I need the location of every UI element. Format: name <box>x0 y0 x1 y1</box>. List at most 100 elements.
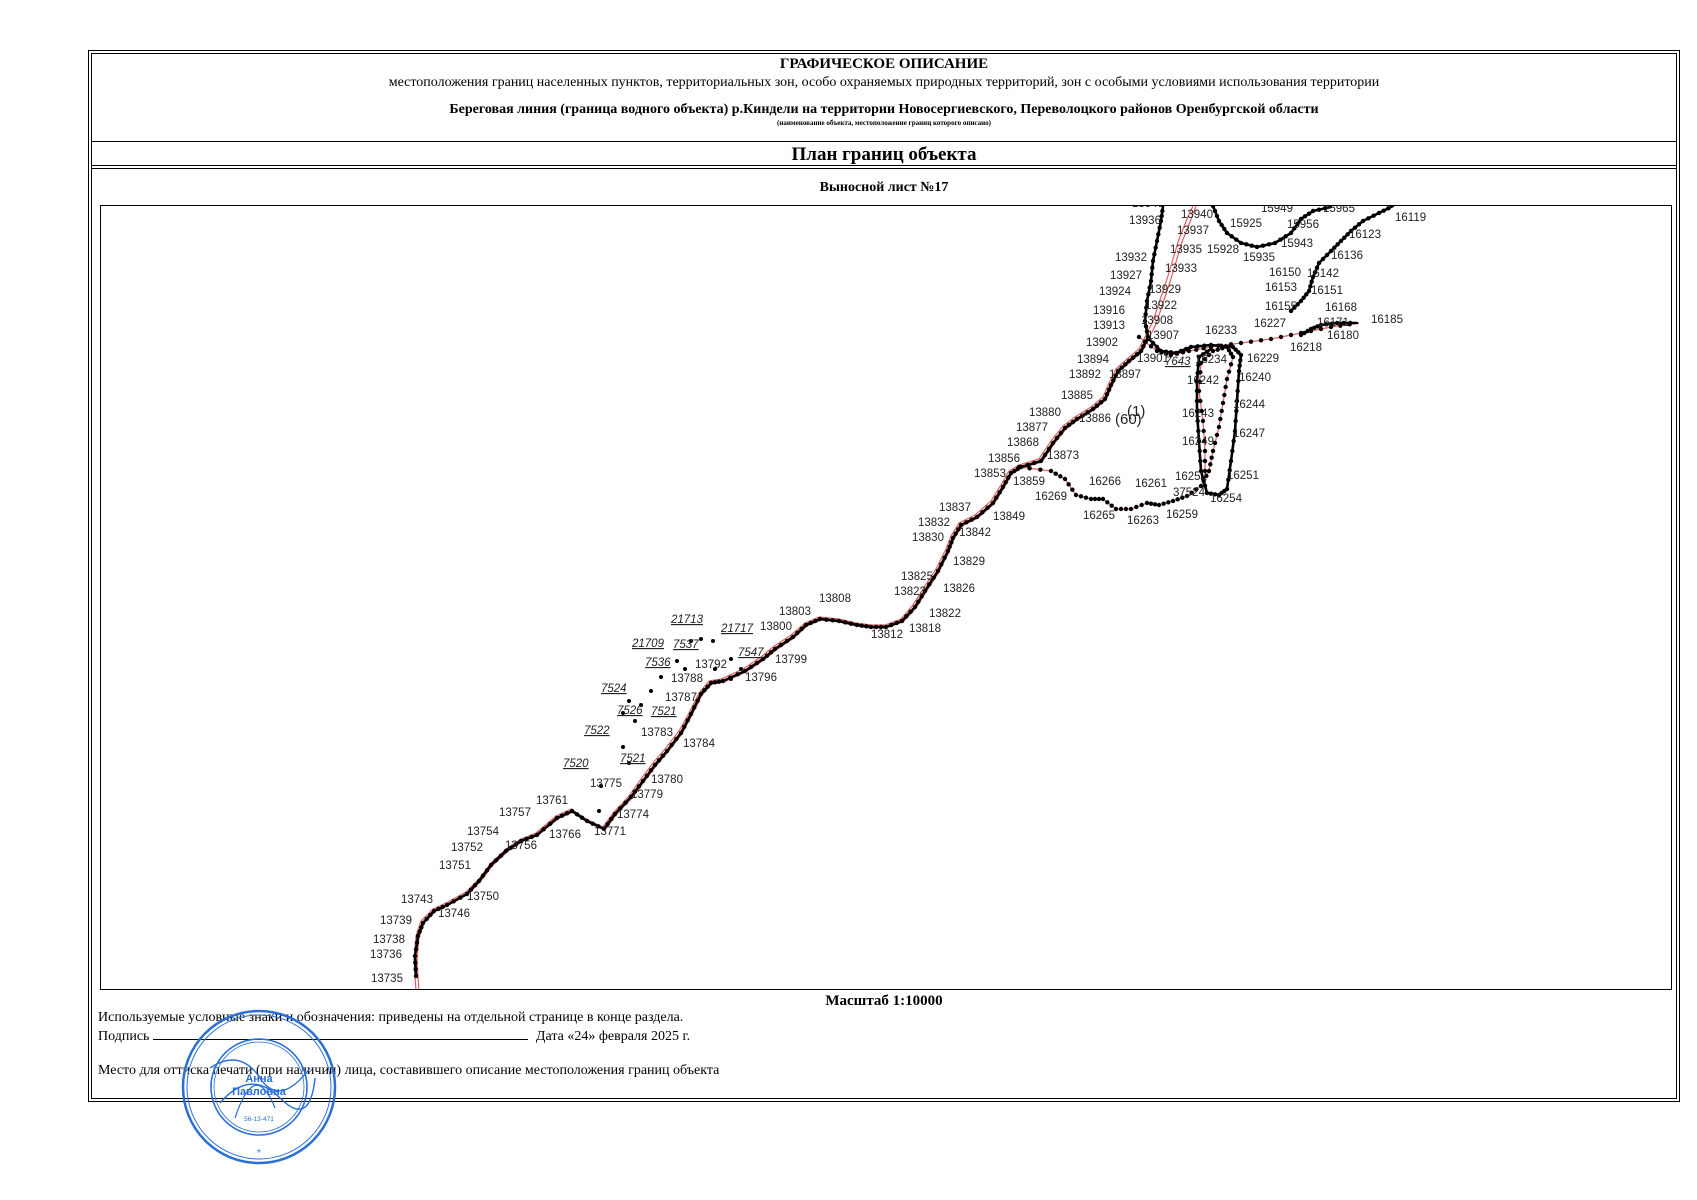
point-label-13803: 13803 <box>779 606 811 618</box>
vertex-dot <box>1328 324 1334 330</box>
plan-title-divider-bottom <box>91 168 1677 169</box>
vertex-dot <box>1298 298 1304 304</box>
parcel-dot <box>597 809 601 813</box>
point-label-16259: 16259 <box>1166 509 1198 521</box>
point-label-13771: 13771 <box>594 826 626 838</box>
vertex-dot <box>1200 476 1206 481</box>
vertex-dot <box>935 568 941 574</box>
vertex-dot <box>1142 318 1148 324</box>
point-label-16263: 16263 <box>1127 515 1159 527</box>
vertex-dot <box>1292 305 1297 310</box>
parcel-label-7520: 7520 <box>563 758 589 770</box>
vertex-dot <box>1175 497 1180 502</box>
vertex-dot <box>1298 332 1304 338</box>
vertex-dot <box>916 599 921 604</box>
vertex-dot <box>1000 484 1006 490</box>
vertex-dot <box>985 505 990 510</box>
vertex-dot <box>605 821 610 827</box>
parcel-dot <box>713 667 717 671</box>
vertex-dot <box>1209 455 1214 460</box>
vertex-dot <box>1123 506 1129 512</box>
parcel-dot <box>639 703 643 707</box>
vertex-dot <box>1074 416 1080 422</box>
vertex-dot <box>953 531 958 536</box>
vertex-dot <box>1168 350 1174 355</box>
point-label-16261: 16261 <box>1135 478 1167 490</box>
parcel-dot <box>689 639 693 643</box>
point-label-13929: 13929 <box>1149 284 1181 296</box>
round-seal-stamp: Анна Павловна 56-13-471 * <box>181 1009 337 1165</box>
vertex-dot <box>1102 396 1108 402</box>
vertex-dot <box>1050 440 1056 446</box>
vertex-dot <box>1208 491 1214 496</box>
vertex-dot <box>415 933 421 939</box>
vertex-dot <box>1216 218 1222 224</box>
point-label-13738: 13738 <box>373 934 405 946</box>
point-label-16180: 16180 <box>1327 330 1359 342</box>
vertex-dot <box>1147 285 1152 290</box>
point-label-13913: 13913 <box>1093 320 1125 332</box>
parcel-label-7524: 7524 <box>601 683 627 695</box>
plan-title-divider-top <box>91 165 1677 166</box>
vertex-dot <box>569 808 575 814</box>
vertex-dot <box>1200 352 1206 357</box>
point-label-15943: 15943 <box>1281 238 1313 250</box>
vertex-dot <box>764 653 770 658</box>
point-label-13754: 13754 <box>467 826 500 838</box>
vertex-dot <box>1216 492 1222 498</box>
vertex-dot <box>1301 295 1306 300</box>
point-label-16171: 16171 <box>1317 317 1349 329</box>
vertex-dot <box>1094 403 1100 408</box>
point-label-13757: 13757 <box>499 807 531 819</box>
point-label-13825: 13825 <box>901 571 933 583</box>
vertex-dot <box>1146 292 1151 297</box>
vertex-dot <box>1329 321 1334 326</box>
vertex-dot <box>1208 462 1213 467</box>
point-label-15925: 15925 <box>1230 218 1262 230</box>
point-label-16233: 16233 <box>1205 325 1237 337</box>
vertex-dot <box>1042 452 1048 458</box>
vertex-dot <box>636 784 642 789</box>
vertex-dot <box>1204 473 1209 479</box>
vertex-dot <box>1066 482 1071 487</box>
vertex-dot <box>1386 206 1391 211</box>
point-label-13800: 13800 <box>760 621 792 633</box>
point-label-37524: 37524 <box>1173 487 1206 499</box>
parcel-dot <box>621 745 625 749</box>
vertex-dot <box>1144 298 1150 304</box>
vertex-dot <box>612 811 618 817</box>
point-label-16218: 16218 <box>1290 342 1322 354</box>
contour-label-(1): (1) <box>1127 403 1145 420</box>
vertex-dot <box>1144 305 1149 310</box>
parcel-label-7537: 7537 <box>673 639 699 651</box>
map-area: 13948 13936 13940 13937 15949 15965 16119 16110… <box>100 205 1672 990</box>
vertex-dot <box>458 895 463 900</box>
point-label-16168: 16168 <box>1325 302 1357 314</box>
vertex-dot <box>1189 490 1194 495</box>
vertex-dot <box>1083 495 1089 500</box>
vertex-dot <box>1288 308 1294 314</box>
parcel-dot <box>633 719 637 723</box>
vertex-dot <box>1183 346 1189 352</box>
vertex-dot <box>417 929 422 934</box>
vertex-dot <box>1202 356 1208 362</box>
vertex-dot <box>864 624 869 629</box>
vertex-dot <box>424 916 429 922</box>
object-name-note: (наименование объекта, местоположение гр… <box>777 119 991 127</box>
vertex-dot <box>534 832 540 838</box>
vertex-dot <box>1233 418 1238 424</box>
point-label-13822: 13822 <box>929 608 961 620</box>
vertex-dot <box>705 684 710 689</box>
point-label-13812: 13812 <box>871 629 903 641</box>
vertex-dot <box>754 660 760 666</box>
vertex-dot <box>1258 338 1264 343</box>
point-label-13799: 13799 <box>775 654 807 666</box>
vertex-dot <box>1235 388 1240 394</box>
vertex-dot <box>720 678 726 684</box>
vertex-dot <box>1322 206 1328 211</box>
vertex-dot <box>1220 400 1226 406</box>
vertex-dot <box>1106 387 1112 392</box>
vertex-dot <box>922 588 928 594</box>
point-label-13752: 13752 <box>451 842 483 854</box>
vertex-dot <box>1194 378 1200 384</box>
